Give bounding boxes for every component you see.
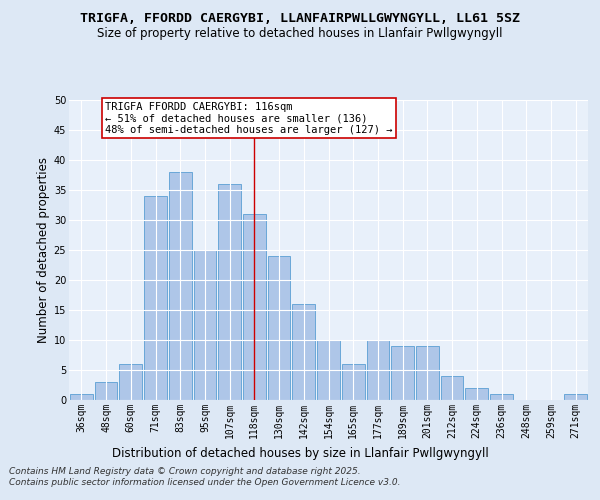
Text: TRIGFA FFORDD CAERGYBI: 116sqm
← 51% of detached houses are smaller (136)
48% of: TRIGFA FFORDD CAERGYBI: 116sqm ← 51% of …: [106, 102, 393, 134]
Bar: [119, 364, 142, 400]
Bar: [95, 382, 118, 400]
Bar: [391, 346, 414, 400]
Bar: [416, 346, 439, 400]
Bar: [317, 340, 340, 400]
Bar: [194, 250, 216, 400]
Bar: [144, 196, 167, 400]
Bar: [466, 388, 488, 400]
Text: Size of property relative to detached houses in Llanfair Pwllgwyngyll: Size of property relative to detached ho…: [97, 28, 503, 40]
Bar: [169, 172, 191, 400]
Bar: [243, 214, 266, 400]
Bar: [292, 304, 315, 400]
Bar: [441, 376, 463, 400]
Text: TRIGFA, FFORDD CAERGYBI, LLANFAIRPWLLGWYNGYLL, LL61 5SZ: TRIGFA, FFORDD CAERGYBI, LLANFAIRPWLLGWY…: [80, 12, 520, 26]
Bar: [564, 394, 587, 400]
Bar: [218, 184, 241, 400]
Bar: [342, 364, 365, 400]
Bar: [490, 394, 513, 400]
Y-axis label: Number of detached properties: Number of detached properties: [37, 157, 50, 343]
Bar: [70, 394, 93, 400]
Bar: [268, 256, 290, 400]
Text: Contains HM Land Registry data © Crown copyright and database right 2025.
Contai: Contains HM Land Registry data © Crown c…: [9, 468, 401, 487]
Bar: [367, 340, 389, 400]
Text: Distribution of detached houses by size in Llanfair Pwllgwyngyll: Distribution of detached houses by size …: [112, 448, 488, 460]
